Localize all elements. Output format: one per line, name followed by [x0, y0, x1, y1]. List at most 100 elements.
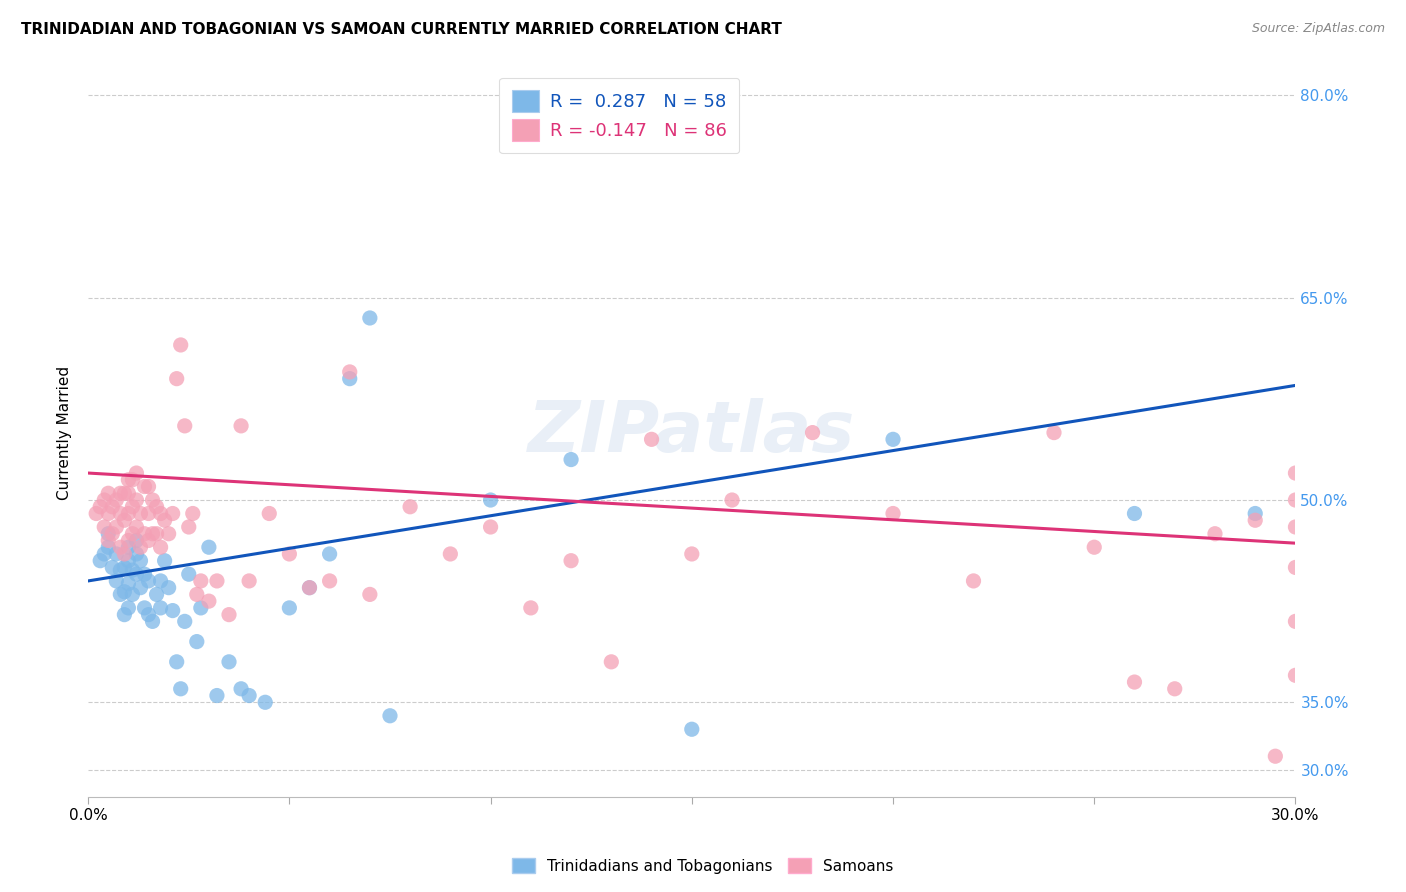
Legend: Trinidadians and Tobagonians, Samoans: Trinidadians and Tobagonians, Samoans [506, 852, 900, 880]
Point [198, 594, 221, 608]
Point [479, 493, 502, 508]
Point [101, 560, 124, 574]
Point [117, 507, 139, 521]
Point [1284, 493, 1306, 508]
Point [125, 493, 148, 508]
Point [125, 547, 148, 561]
Point [97, 540, 120, 554]
Point [681, 723, 703, 737]
Point [117, 576, 139, 591]
Point [560, 452, 582, 467]
Point [117, 533, 139, 548]
Point [89, 554, 111, 568]
Point [257, 507, 280, 521]
Point [1284, 466, 1306, 480]
Point [117, 540, 139, 554]
Point [105, 520, 128, 534]
Point [162, 604, 184, 618]
Text: ZIPatlas: ZIPatlas [529, 398, 855, 467]
Point [173, 615, 195, 629]
Point [121, 587, 143, 601]
Point [181, 507, 204, 521]
Point [359, 587, 381, 601]
Point [97, 507, 120, 521]
Point [1164, 681, 1187, 696]
Point [145, 500, 167, 514]
Point [145, 526, 167, 541]
Point [110, 540, 132, 554]
Point [229, 418, 252, 433]
Point [177, 520, 200, 534]
Point [105, 574, 128, 588]
Point [138, 607, 160, 622]
Point [640, 433, 662, 447]
Point [1244, 513, 1267, 527]
Point [138, 533, 160, 548]
Point [962, 574, 984, 588]
Point [1043, 425, 1066, 440]
Point [117, 554, 139, 568]
Point [600, 655, 623, 669]
Point [105, 547, 128, 561]
Point [141, 493, 163, 508]
Point [173, 418, 195, 433]
Point [97, 486, 120, 500]
Point [1284, 520, 1306, 534]
Point [205, 574, 228, 588]
Point [298, 581, 321, 595]
Point [157, 581, 180, 595]
Point [298, 581, 321, 595]
Point [84, 507, 107, 521]
Point [112, 513, 135, 527]
Point [134, 600, 156, 615]
Point [238, 574, 260, 588]
Point [339, 372, 361, 386]
Point [93, 520, 115, 534]
Point [359, 310, 381, 325]
Point [1123, 675, 1146, 690]
Point [97, 533, 120, 548]
Point [97, 526, 120, 541]
Point [125, 567, 148, 582]
Point [170, 338, 193, 352]
Point [1284, 668, 1306, 682]
Point [93, 547, 115, 561]
Point [93, 493, 115, 508]
Point [1083, 540, 1105, 554]
Point [110, 563, 132, 577]
Point [190, 600, 212, 615]
Point [125, 466, 148, 480]
Point [278, 547, 301, 561]
Point [238, 689, 260, 703]
Point [112, 486, 135, 500]
Point [1244, 507, 1267, 521]
Point [186, 634, 208, 648]
Point [110, 587, 132, 601]
Point [1284, 560, 1306, 574]
Point [882, 507, 904, 521]
Point [110, 507, 132, 521]
Point [254, 695, 277, 709]
Point [112, 547, 135, 561]
Point [721, 493, 744, 508]
Point [112, 607, 135, 622]
Point [177, 567, 200, 582]
Point [101, 526, 124, 541]
Point [681, 547, 703, 561]
Point [162, 507, 184, 521]
Point [1123, 507, 1146, 521]
Point [121, 500, 143, 514]
Point [218, 655, 240, 669]
Point [318, 574, 340, 588]
Point [229, 681, 252, 696]
Point [112, 584, 135, 599]
Point [166, 655, 188, 669]
Point [318, 547, 340, 561]
Point [1264, 749, 1286, 764]
Point [129, 554, 152, 568]
Point [339, 365, 361, 379]
Point [801, 425, 824, 440]
Point [520, 600, 543, 615]
Text: TRINIDADIAN AND TOBAGONIAN VS SAMOAN CURRENTLY MARRIED CORRELATION CHART: TRINIDADIAN AND TOBAGONIAN VS SAMOAN CUR… [21, 22, 782, 37]
Point [129, 540, 152, 554]
